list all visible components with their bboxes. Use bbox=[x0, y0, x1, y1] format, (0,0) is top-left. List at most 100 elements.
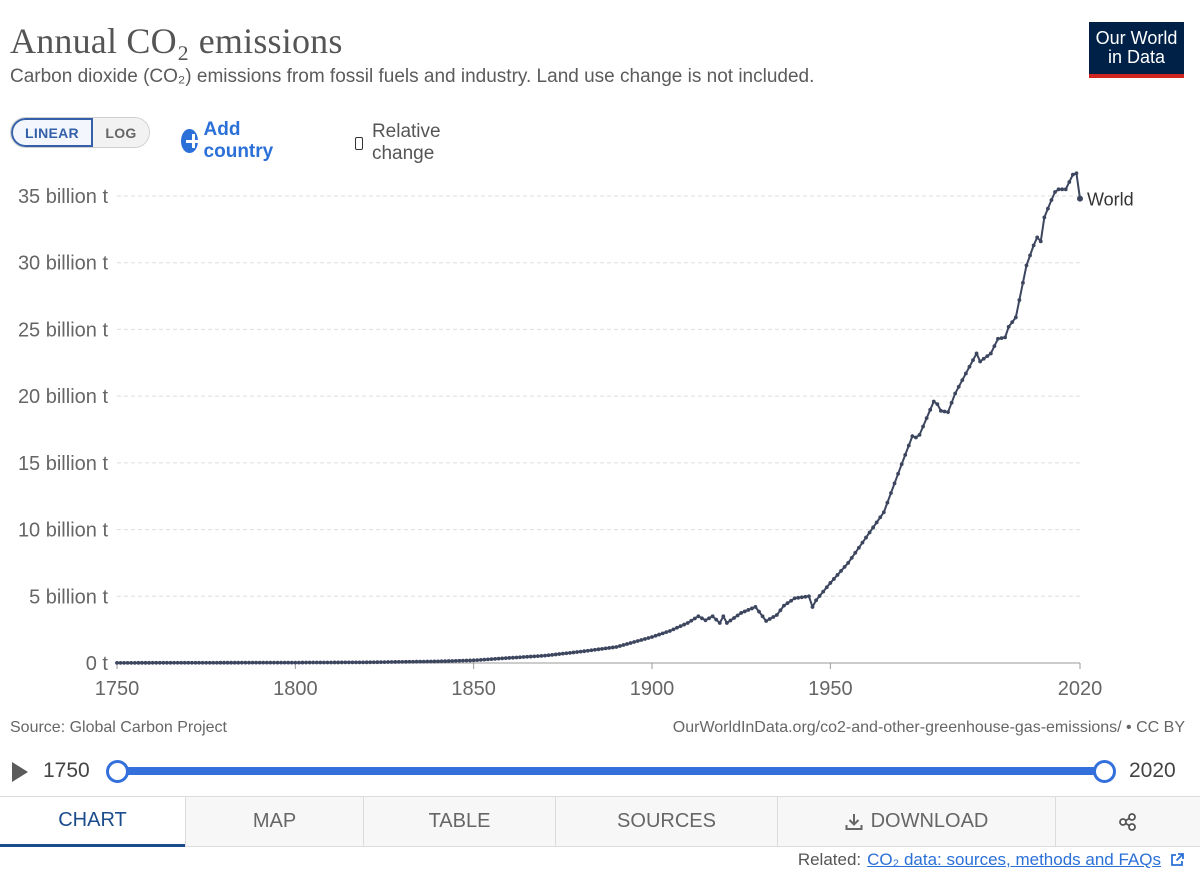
data-point bbox=[321, 660, 326, 665]
tab-sources[interactable]: SOURCES bbox=[555, 797, 777, 847]
log-scale-button[interactable]: LOG bbox=[93, 118, 149, 147]
source-url[interactable]: OurWorldInData.org/co2-and-other-greenho… bbox=[672, 719, 1185, 736]
data-point bbox=[432, 659, 437, 664]
data-point bbox=[700, 616, 704, 621]
x-tick-label: 1750 bbox=[95, 678, 140, 700]
source-credit[interactable]: Source: Global Carbon Project bbox=[10, 719, 227, 736]
tab-chart[interactable]: CHART bbox=[0, 797, 185, 847]
data-point bbox=[942, 409, 947, 414]
related-link-row: Related: CO₂ data: sources, methods and … bbox=[798, 850, 1185, 870]
tab-map[interactable]: MAP bbox=[185, 797, 363, 847]
data-point bbox=[785, 601, 790, 606]
data-point bbox=[471, 658, 476, 663]
series-end-marker bbox=[1077, 195, 1083, 202]
y-tick-label: 25 billion t bbox=[18, 319, 109, 341]
data-point bbox=[154, 660, 159, 665]
data-point bbox=[571, 650, 576, 655]
data-point bbox=[382, 660, 387, 664]
y-tick-label: 20 billion t bbox=[18, 386, 109, 408]
y-tick-label: 35 billion t bbox=[18, 186, 109, 208]
data-point bbox=[782, 603, 786, 608]
data-point bbox=[468, 658, 472, 663]
timeline-end-year: 2020 bbox=[1129, 759, 1176, 782]
data-point bbox=[753, 605, 758, 609]
data-point bbox=[336, 660, 341, 665]
series-line-world bbox=[116, 172, 1081, 664]
data-point bbox=[446, 659, 451, 663]
data-point bbox=[286, 660, 291, 665]
download-label: DOWNLOAD bbox=[870, 810, 989, 832]
data-point bbox=[906, 443, 911, 448]
data-point bbox=[557, 652, 562, 656]
data-point bbox=[214, 660, 219, 665]
data-point bbox=[411, 659, 415, 664]
data-point bbox=[778, 608, 783, 613]
data-point bbox=[525, 654, 530, 659]
data-point bbox=[963, 371, 968, 376]
timeline-end-handle[interactable] bbox=[1093, 760, 1116, 783]
data-point bbox=[824, 585, 829, 590]
line-chart[interactable]: 0 t 5 billion t 10 billion t 15 billion t 20… bbox=[0, 160, 1200, 710]
data-point bbox=[225, 660, 230, 665]
x-tick-label: 1950 bbox=[808, 678, 853, 700]
data-point bbox=[375, 660, 380, 665]
timeline-start-handle[interactable] bbox=[106, 760, 129, 783]
data-point bbox=[960, 378, 965, 383]
data-point bbox=[896, 471, 900, 476]
play-icon[interactable] bbox=[12, 762, 28, 782]
linear-scale-button[interactable]: LINEAR bbox=[11, 118, 93, 147]
data-point bbox=[564, 651, 569, 656]
data-point bbox=[332, 660, 337, 665]
data-point bbox=[1070, 172, 1075, 177]
data-point bbox=[935, 402, 940, 407]
relative-change-toggle[interactable]: Relative change bbox=[355, 121, 446, 165]
data-point bbox=[546, 653, 551, 658]
related-faq-link[interactable]: CO₂ data: sources, methods and FAQs bbox=[867, 850, 1161, 869]
data-point bbox=[799, 595, 804, 600]
data-point bbox=[268, 660, 273, 665]
plus-circle-icon bbox=[181, 129, 200, 153]
data-point bbox=[635, 639, 640, 643]
data-point bbox=[846, 561, 851, 565]
data-point bbox=[197, 660, 201, 665]
data-point bbox=[653, 633, 658, 638]
data-point bbox=[236, 660, 241, 665]
data-point bbox=[136, 660, 141, 665]
data-point bbox=[289, 660, 294, 665]
view-tabs: CHART MAP TABLE SOURCES DOWNLOAD bbox=[0, 796, 1200, 847]
data-point bbox=[1003, 335, 1007, 340]
data-point bbox=[1024, 263, 1029, 268]
data-point bbox=[578, 649, 583, 654]
data-point bbox=[393, 660, 398, 664]
owid-logo[interactable]: Our World in Data bbox=[1089, 22, 1184, 78]
tab-share[interactable] bbox=[1055, 797, 1200, 847]
data-point bbox=[186, 660, 191, 665]
data-point bbox=[971, 358, 975, 363]
tab-download[interactable]: DOWNLOAD bbox=[777, 797, 1055, 847]
data-point bbox=[318, 660, 323, 665]
data-point bbox=[682, 622, 686, 627]
data-point bbox=[978, 359, 983, 364]
data-point bbox=[735, 613, 740, 618]
data-point bbox=[999, 336, 1004, 340]
logo-line-1: Our World bbox=[1095, 28, 1178, 48]
data-point bbox=[589, 648, 594, 653]
data-point bbox=[493, 656, 497, 661]
y-tick-label: 10 billion t bbox=[18, 520, 109, 542]
data-point bbox=[560, 651, 565, 656]
data-point bbox=[486, 657, 490, 662]
timeline-track[interactable] bbox=[117, 767, 1105, 775]
add-country-button[interactable]: Add country bbox=[181, 119, 281, 163]
data-point bbox=[967, 364, 972, 369]
data-point bbox=[182, 660, 187, 665]
external-link-icon[interactable] bbox=[1169, 852, 1185, 868]
data-point bbox=[475, 658, 480, 662]
data-point bbox=[600, 646, 604, 651]
data-point bbox=[232, 660, 237, 665]
data-point bbox=[917, 432, 922, 437]
data-point bbox=[821, 589, 826, 594]
tab-table[interactable]: TABLE bbox=[363, 797, 555, 847]
relative-change-checkbox[interactable] bbox=[355, 136, 363, 150]
data-point bbox=[714, 617, 719, 622]
data-point bbox=[200, 660, 205, 665]
